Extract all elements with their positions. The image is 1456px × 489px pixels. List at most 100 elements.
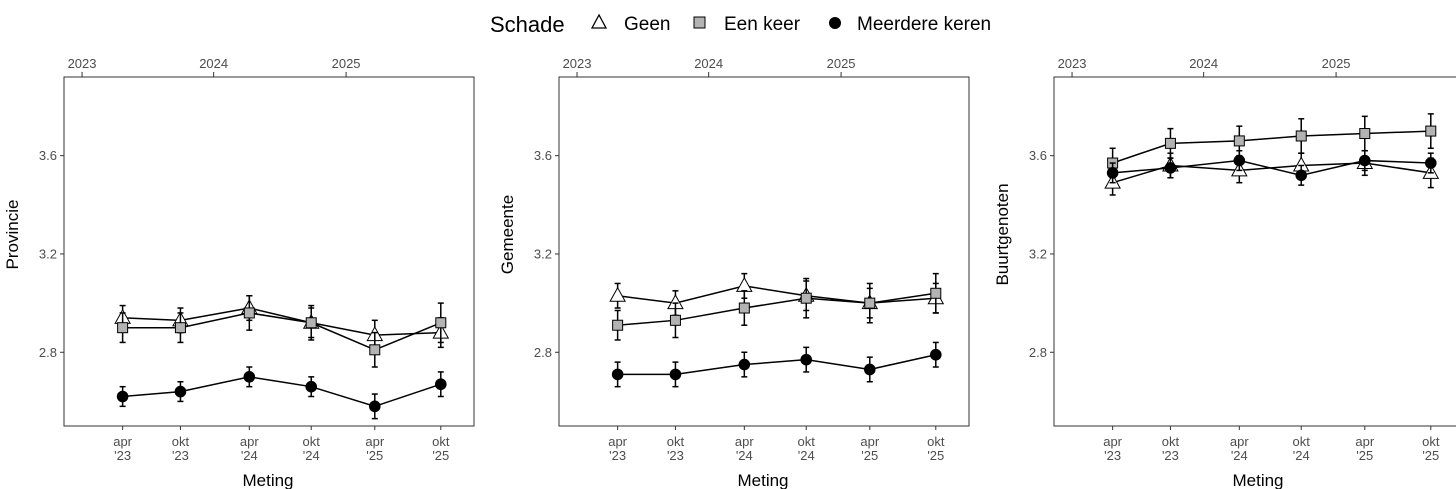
point-square: [369, 344, 381, 356]
top-axis-label: 2023: [68, 56, 97, 71]
point-square: [243, 307, 255, 319]
x-tick-label-line: '24: [798, 448, 815, 463]
x-tick-label-line: '23: [114, 448, 131, 463]
point-square: [435, 317, 447, 329]
x-tick-label-line: apr: [113, 434, 132, 449]
series-line: [122, 312, 442, 351]
x-tick-label-line: '25: [432, 448, 449, 463]
x-tick-label: okt '25: [432, 434, 450, 463]
series-meerdere-keren: [1106, 149, 1437, 186]
y-tick-label: 3.2: [1029, 246, 1047, 261]
legend-title: Schade: [490, 12, 565, 37]
y-tick-label: 2.8: [534, 345, 552, 360]
plot-frame: [1053, 76, 1456, 427]
point-circle: [434, 378, 447, 391]
point-square: [800, 292, 812, 304]
x-tick-label-line: apr: [1355, 434, 1374, 449]
legend-label-een-keer: Een keer: [724, 14, 801, 35]
x-tick-label: okt '24: [303, 434, 321, 463]
x-tick-label: okt '23: [172, 434, 190, 463]
y-tick-label: 3.6: [534, 148, 552, 163]
x-tick-label: okt '25: [927, 434, 945, 463]
y-tick-label: 3.2: [534, 246, 552, 261]
x-axis-title: Meting: [737, 471, 788, 489]
point-square: [305, 317, 317, 329]
x-tick-label: apr '25: [1355, 434, 1374, 463]
x-tick-label: apr '25: [365, 434, 384, 463]
x-tick-label-line: okt: [1293, 434, 1311, 449]
plot-frame: [558, 76, 970, 427]
point-square: [669, 314, 681, 326]
x-tick-label: apr '24: [1230, 434, 1249, 463]
point-circle: [368, 400, 381, 413]
legend-triangle-icon: [590, 13, 608, 29]
series-meerdere-keren: [116, 366, 447, 420]
y-tick-label: 2.8: [39, 345, 57, 360]
y-tick-label: 3.6: [39, 148, 57, 163]
x-tick-label: apr '23: [113, 434, 132, 463]
x-tick-label-line: apr: [240, 434, 259, 449]
x-tick-label-line: '24: [303, 448, 320, 463]
series-een-keer: [612, 272, 942, 341]
x-tick-label-line: okt: [927, 434, 945, 449]
legend-circle-icon: [829, 17, 841, 29]
x-axis-title: Meting: [242, 471, 293, 489]
point-circle: [1106, 167, 1119, 179]
top-axis-label: 2024: [199, 56, 228, 71]
x-tick-label-line: '23: [1162, 448, 1179, 463]
x-tick-label-line: apr: [608, 434, 627, 449]
x-tick-label-line: '24: [736, 448, 753, 463]
point-circle: [1358, 154, 1371, 167]
series-line: [617, 285, 936, 304]
point-square: [864, 297, 876, 309]
legend-label-meerdere-keren: Meerdere keren: [857, 14, 991, 35]
x-tick-label-line: '25: [1356, 448, 1373, 463]
x-tick-label-line: '23: [172, 448, 189, 463]
point-square: [612, 319, 624, 331]
x-tick-label: apr '23: [1103, 434, 1122, 463]
x-tick-label-line: apr: [860, 434, 879, 449]
point-circle: [669, 368, 682, 381]
x-tick-label: apr '25: [860, 434, 879, 463]
x-tick-label-line: apr: [365, 434, 384, 449]
legend: Schade Geen Een keer Meerdere keren: [490, 12, 991, 37]
x-tick-label-line: okt: [1162, 434, 1180, 449]
point-circle: [1295, 169, 1308, 182]
x-tick-label: okt '23: [667, 434, 685, 463]
legend-square-icon: [693, 16, 706, 29]
y-axis-title: Gemeente: [498, 195, 517, 274]
x-tick-label-line: '25: [366, 448, 383, 463]
point-circle: [1164, 162, 1177, 174]
series-line: [122, 307, 441, 336]
top-axis-label: 2024: [694, 56, 723, 71]
y-axis-title: Buurtgenoten: [993, 183, 1012, 285]
point-circle: [1233, 154, 1246, 167]
point-square: [930, 287, 942, 299]
point-triangle: [609, 286, 626, 302]
x-tick-label-line: '25: [927, 448, 944, 463]
x-tick-label-line: '24: [241, 448, 258, 463]
series-line: [122, 376, 442, 408]
top-axis-label: 2025: [332, 56, 361, 71]
point-square: [1164, 137, 1176, 149]
x-tick-label: okt '24: [1293, 434, 1311, 463]
x-tick-label-line: '24: [1293, 448, 1310, 463]
plot-frame: [63, 76, 475, 427]
x-tick-label-line: okt: [667, 434, 685, 449]
point-circle: [738, 358, 751, 371]
x-tick-label-line: apr: [735, 434, 754, 449]
series-line: [1112, 130, 1431, 164]
series-een-keer: [117, 294, 447, 368]
x-tick-label-line: '23: [609, 448, 626, 463]
point-square: [1425, 125, 1437, 137]
x-tick-label: okt '24: [798, 434, 816, 463]
y-tick-label: 2.8: [1029, 345, 1047, 360]
x-tick-label: apr '23: [608, 434, 627, 463]
point-circle: [243, 371, 256, 383]
x-tick-label-line: okt: [1422, 434, 1440, 449]
point-circle: [174, 385, 187, 398]
